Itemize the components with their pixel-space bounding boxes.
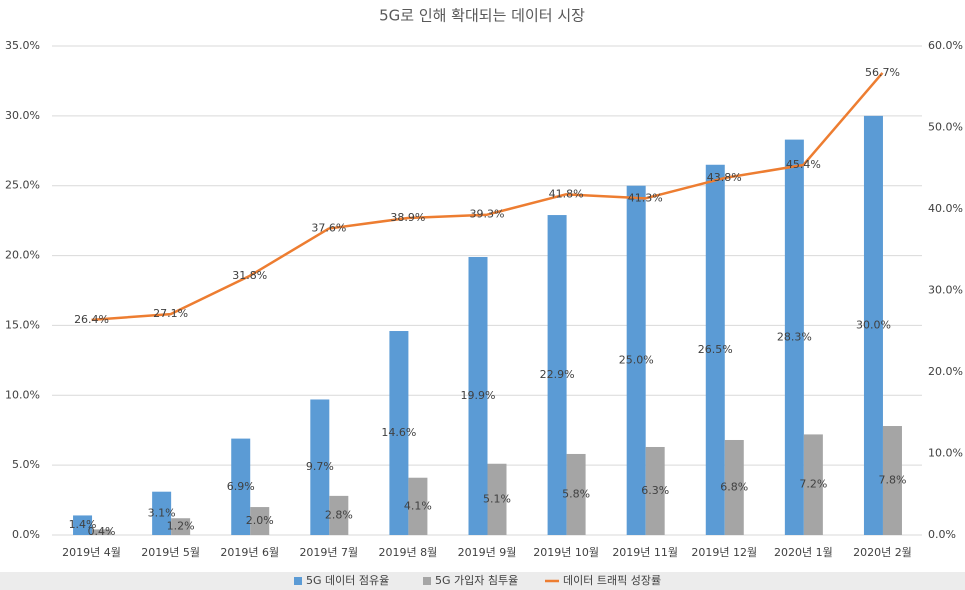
data-label: 0.4% [88, 525, 116, 538]
data-label: 5.1% [483, 492, 511, 505]
data-label: 39.3% [470, 208, 505, 221]
data-label: 1.2% [167, 520, 195, 533]
bar [626, 185, 646, 535]
bar [566, 453, 586, 535]
data-label: 43.8% [707, 171, 742, 184]
data-label: 2.0% [246, 514, 274, 527]
data-label: 30.0% [856, 318, 891, 331]
x-tick-label: 2019년 5월 [141, 546, 200, 559]
data-label: 26.5% [698, 343, 733, 356]
bar [468, 256, 488, 535]
data-label: 41.3% [628, 191, 663, 204]
bar [882, 426, 902, 535]
data-label: 9.7% [306, 460, 334, 473]
y-tick-label: 10.0% [5, 388, 40, 401]
bar [784, 139, 804, 535]
data-label: 7.2% [799, 478, 827, 491]
bar [645, 446, 665, 535]
x-tick-label: 2019년 12월 [691, 546, 757, 559]
y-tick-label: 35.0% [5, 39, 40, 52]
data-label: 26.4% [74, 313, 109, 326]
bar [171, 518, 191, 535]
x-tick-label: 2019년 4월 [62, 546, 121, 559]
bar [310, 399, 330, 535]
y2-tick-label: 50.0% [928, 121, 963, 134]
y2-tick-label: 0.0% [928, 528, 956, 541]
data-label: 6.9% [227, 480, 255, 493]
legend-swatch [423, 577, 431, 585]
y-tick-label: 25.0% [5, 179, 40, 192]
bar [705, 164, 725, 535]
data-label: 56.7% [865, 66, 900, 79]
y2-tick-label: 30.0% [928, 284, 963, 297]
bar [389, 331, 409, 535]
bar [250, 507, 270, 535]
x-tick-label: 2020년 1월 [774, 546, 833, 559]
x-tick-label: 2019년 10월 [533, 546, 599, 559]
data-label: 6.8% [720, 480, 748, 493]
bar [724, 439, 744, 535]
y-tick-label: 20.0% [5, 249, 40, 262]
x-tick-label: 2019년 11월 [612, 546, 678, 559]
bar [803, 434, 823, 535]
bar [329, 495, 349, 535]
data-label: 28.3% [777, 330, 812, 343]
data-label: 6.3% [641, 484, 669, 497]
y2-tick-label: 20.0% [928, 365, 963, 378]
y-tick-label: 30.0% [5, 109, 40, 122]
data-label: 19.9% [461, 389, 496, 402]
data-label: 25.0% [619, 353, 654, 366]
data-label: 41.8% [549, 187, 584, 200]
data-label: 37.6% [311, 222, 346, 235]
bar [92, 529, 112, 535]
bar [73, 515, 93, 535]
x-tick-label: 2019년 8월 [379, 546, 438, 559]
data-label: 2.8% [325, 508, 353, 521]
data-label: 14.6% [381, 426, 416, 439]
bar [863, 115, 883, 535]
bar [547, 215, 567, 535]
y-tick-label: 5.0% [12, 458, 40, 471]
bar [408, 477, 428, 535]
legend-label: 데이터 트래픽 성장률 [563, 574, 661, 587]
data-label: 7.8% [878, 474, 906, 487]
line [91, 72, 884, 322]
y-tick-label: 0.0% [12, 528, 40, 541]
legend-band [0, 572, 965, 590]
legend-swatch [294, 577, 302, 585]
y2-tick-label: 60.0% [928, 39, 963, 52]
data-label: 27.1% [153, 307, 188, 320]
data-label: 3.1% [148, 506, 176, 519]
bar [487, 463, 507, 535]
data-label: 5.8% [562, 487, 590, 500]
x-tick-label: 2019년 7월 [299, 546, 358, 559]
legend-label: 5G 데이터 점유율 [306, 574, 389, 587]
legend-label: 5G 가입자 침투율 [435, 574, 518, 587]
data-label: 1.4% [69, 518, 97, 531]
chart-title: 5G로 인해 확대되는 데이터 시장 [379, 7, 585, 25]
bar [152, 491, 172, 535]
data-label: 38.9% [390, 211, 425, 224]
x-tick-label: 2019년 9월 [458, 546, 517, 559]
bar [231, 438, 251, 535]
y2-tick-label: 10.0% [928, 447, 963, 460]
data-label: 22.9% [540, 368, 575, 381]
data-label: 31.8% [232, 269, 267, 282]
y2-tick-label: 40.0% [928, 202, 963, 215]
data-label: 4.1% [404, 499, 432, 512]
x-tick-label: 2020년 2월 [853, 546, 912, 559]
x-tick-label: 2019년 6월 [220, 546, 279, 559]
y-tick-label: 15.0% [5, 318, 40, 331]
data-label: 45.4% [786, 158, 821, 171]
